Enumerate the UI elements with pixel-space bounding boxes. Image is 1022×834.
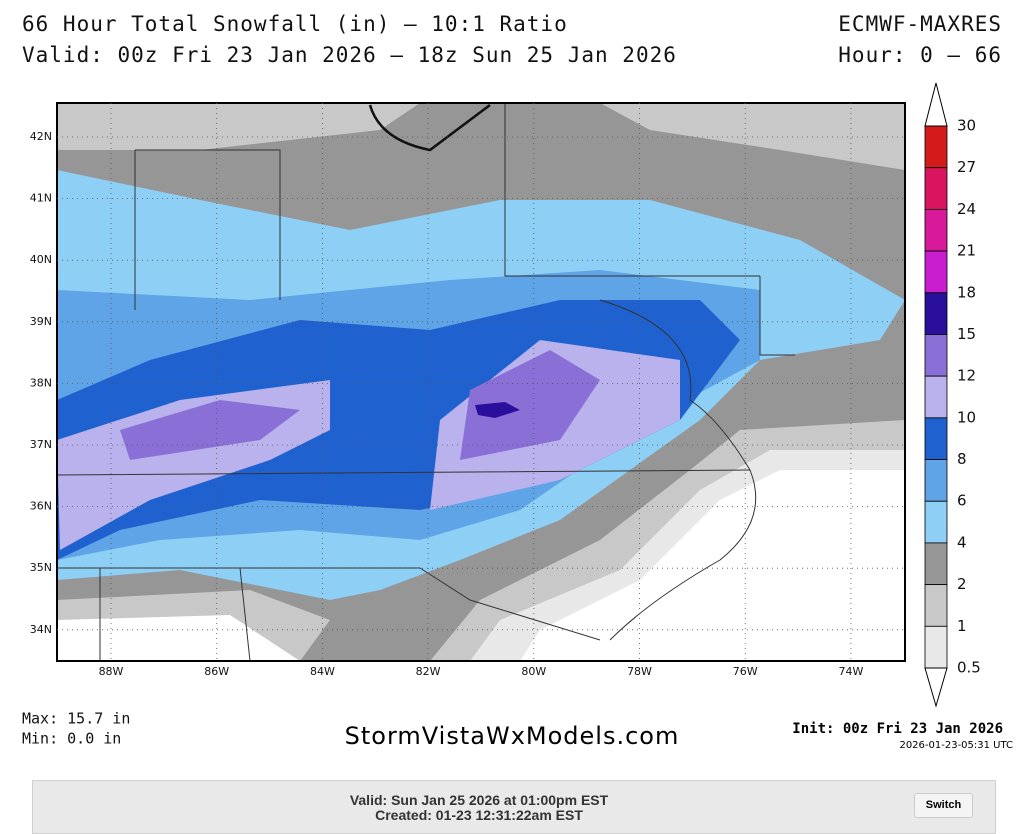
colorbar-label: 2: [957, 575, 967, 593]
colorbar-swatch: [924, 334, 948, 377]
lat-label: 40N: [30, 253, 52, 266]
title: 66 Hour Total Snowfall (in) – 10:1 Ratio: [22, 12, 568, 36]
min-value: Min: 0.0 in: [22, 730, 121, 748]
valid-range: Valid: 00z Fri 23 Jan 2026 – 18z Sun 25 …: [22, 43, 677, 67]
lat-label: 36N: [30, 500, 52, 513]
colorbar-label: 27: [957, 158, 976, 176]
colorbar-arrow: [924, 667, 948, 708]
colorbar-label: 21: [957, 242, 976, 260]
colorbar-swatch: [924, 292, 948, 335]
colorbar-swatch: [924, 584, 948, 627]
colorbar-swatch: [924, 417, 948, 460]
lon-label: 76W: [733, 665, 758, 678]
lon-label: 74W: [838, 665, 863, 678]
colorbar-label: 15: [957, 325, 976, 343]
colorbar-swatch: [924, 375, 948, 419]
colorbar-swatch: [924, 167, 948, 210]
colorbar-swatch: [924, 625, 948, 669]
lon-label: 82W: [416, 665, 441, 678]
info-bar: Valid: Sun Jan 25 2026 at 01:00pm EST Cr…: [32, 780, 996, 834]
lat-label: 41N: [30, 192, 52, 205]
lon-label: 88W: [99, 665, 124, 678]
lat-label: 42N: [30, 130, 52, 143]
colorbar-swatch: [924, 542, 948, 586]
switch-button[interactable]: Switch: [914, 793, 973, 818]
site: StormVistaWxModels.com: [345, 722, 680, 750]
colorbar-label: 6: [957, 492, 967, 510]
created-time: Created: 01-23 12:31:22am EST: [375, 807, 583, 823]
lon-label: 78W: [627, 665, 652, 678]
colorbar-swatch: [924, 500, 948, 544]
colorbar-label: 1: [957, 617, 967, 635]
colorbar-arrow: [924, 82, 948, 127]
colorbar-label: 4: [957, 533, 967, 551]
timestamp: 2026-01-23-05:31 UTC: [899, 740, 1013, 751]
lat-label: 35N: [30, 561, 52, 574]
colorbar-swatch: [924, 125, 948, 169]
lon-label: 80W: [521, 665, 546, 678]
lon-label: 84W: [310, 665, 335, 678]
lat-label: 38N: [30, 376, 52, 389]
colorbar-swatch: [924, 208, 948, 252]
colorbar-swatch: [924, 459, 948, 502]
colorbar-label: 0.5: [957, 659, 981, 677]
colorbar-label: 12: [957, 367, 976, 385]
colorbar-swatch: [924, 250, 948, 294]
max-value: Max: 15.7 in: [22, 710, 130, 728]
colorbar-label: 10: [957, 408, 976, 426]
valid-time: Valid: Sun Jan 25 2026 at 01:00pm EST: [349, 792, 609, 808]
model: ECMWF-MAXRES: [838, 12, 1002, 36]
init: Init: 00z Fri 23 Jan 2026: [792, 721, 1003, 737]
map-figure: 66 Hour Total Snowfall (in) – 10:1 Ratio…: [22, 12, 1013, 751]
lat-label: 37N: [30, 438, 52, 451]
colorbar-label: 24: [957, 200, 976, 218]
lat-label: 34N: [30, 623, 52, 636]
hour-range: Hour: 0 – 66: [838, 43, 1002, 67]
lat-label: 39N: [30, 315, 52, 328]
snow-map: [56, 102, 906, 662]
colorbar-label: 8: [957, 450, 967, 468]
lon-label: 86W: [204, 665, 229, 678]
colorbar-label: 18: [957, 283, 976, 301]
colorbar-label: 30: [957, 117, 976, 135]
